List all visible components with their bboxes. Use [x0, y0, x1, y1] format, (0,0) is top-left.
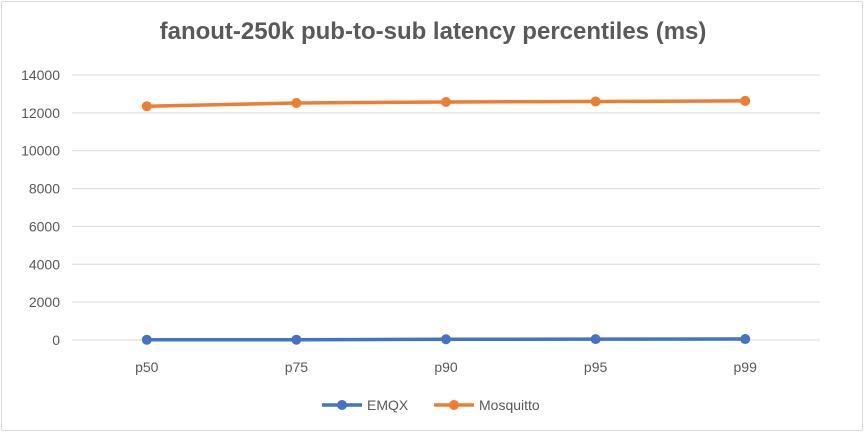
x-tick-label: p90 [434, 359, 458, 375]
y-tick-label: 12000 [21, 105, 60, 121]
legend-marker [337, 400, 347, 410]
x-tick-label: p99 [734, 359, 758, 375]
data-point [141, 101, 152, 112]
data-point [291, 334, 302, 345]
data-point [590, 334, 601, 345]
legend-label: Mosquitto [479, 397, 540, 413]
y-tick-label: 10000 [21, 143, 60, 159]
data-point [740, 95, 751, 106]
x-tick-label: p95 [584, 359, 608, 375]
data-point [740, 334, 751, 345]
y-tick-label: 6000 [29, 218, 60, 234]
data-point [291, 98, 302, 109]
data-point [441, 96, 451, 107]
data-point [441, 334, 451, 345]
chart-title: fanout-250k pub-to-sub latency percentil… [159, 18, 707, 45]
x-tick-label: p50 [135, 359, 159, 375]
y-tick-label: 8000 [29, 181, 60, 197]
y-tick-label: 14000 [21, 67, 60, 83]
x-tick-label: p75 [285, 359, 309, 375]
legend-label: EMQX [367, 397, 409, 413]
legend-marker [449, 400, 459, 410]
data-point [141, 334, 152, 345]
y-tick-label: 0 [52, 332, 60, 348]
data-point [590, 96, 601, 107]
y-tick-label: 2000 [29, 294, 60, 310]
y-tick-label: 4000 [29, 256, 60, 272]
